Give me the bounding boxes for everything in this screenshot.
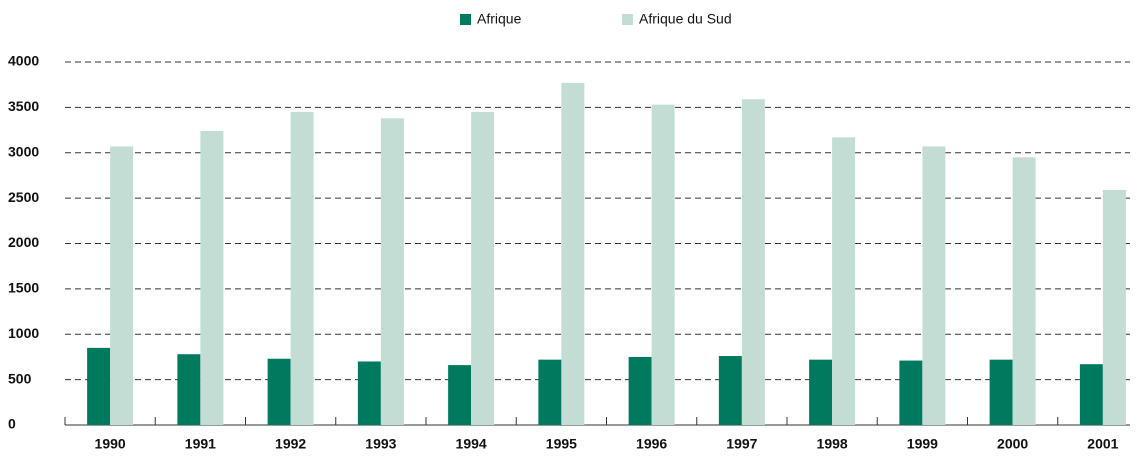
x-tick-label: 1993 xyxy=(365,436,396,452)
bar xyxy=(471,111,495,425)
y-tick-label: 0 xyxy=(8,416,16,432)
bar xyxy=(922,146,946,425)
bar xyxy=(177,354,201,425)
x-tick-label: 1991 xyxy=(185,436,216,452)
bar xyxy=(267,358,291,425)
x-tick-label: 1992 xyxy=(275,436,306,452)
bar xyxy=(110,146,134,425)
y-tick-label: 2000 xyxy=(8,234,39,250)
y-tick-label: 3500 xyxy=(8,98,39,114)
legend-label: Afrique du Sud xyxy=(639,11,732,27)
x-tick-label: 1998 xyxy=(817,436,848,452)
bar xyxy=(1079,364,1103,425)
bar xyxy=(561,82,585,425)
bar xyxy=(290,111,314,425)
legend-swatch xyxy=(460,14,471,25)
x-tick-label: 1999 xyxy=(907,436,938,452)
bar xyxy=(200,130,224,425)
y-tick-label: 1500 xyxy=(8,280,39,296)
x-tick-label: 1996 xyxy=(636,436,667,452)
y-tick-label: 500 xyxy=(8,370,32,386)
bar xyxy=(741,99,765,426)
x-tick-label: 2000 xyxy=(997,436,1028,452)
bar xyxy=(357,361,381,425)
bar xyxy=(538,359,562,425)
bar xyxy=(989,359,1013,425)
y-tick-label: 3000 xyxy=(8,143,39,159)
x-tick-label: 1994 xyxy=(456,436,487,452)
bar xyxy=(809,359,833,425)
bar xyxy=(448,365,472,425)
bar xyxy=(87,347,111,425)
bar xyxy=(628,356,652,425)
x-tick-label: 2001 xyxy=(1087,436,1118,452)
bar xyxy=(380,118,404,425)
bar xyxy=(899,360,923,425)
y-tick-label: 2500 xyxy=(8,189,39,205)
x-tick-label: 1990 xyxy=(95,436,126,452)
legend-label: Afrique xyxy=(477,11,522,27)
bar xyxy=(651,104,675,425)
bar xyxy=(1102,189,1126,425)
bar xyxy=(1012,157,1036,425)
y-tick-label: 1000 xyxy=(8,325,39,341)
legend-swatch xyxy=(622,14,633,25)
y-tick-label: 4000 xyxy=(8,53,39,69)
x-tick-label: 1997 xyxy=(726,436,757,452)
x-tick-label: 1995 xyxy=(546,436,577,452)
bar xyxy=(718,356,742,425)
bar xyxy=(832,137,856,425)
